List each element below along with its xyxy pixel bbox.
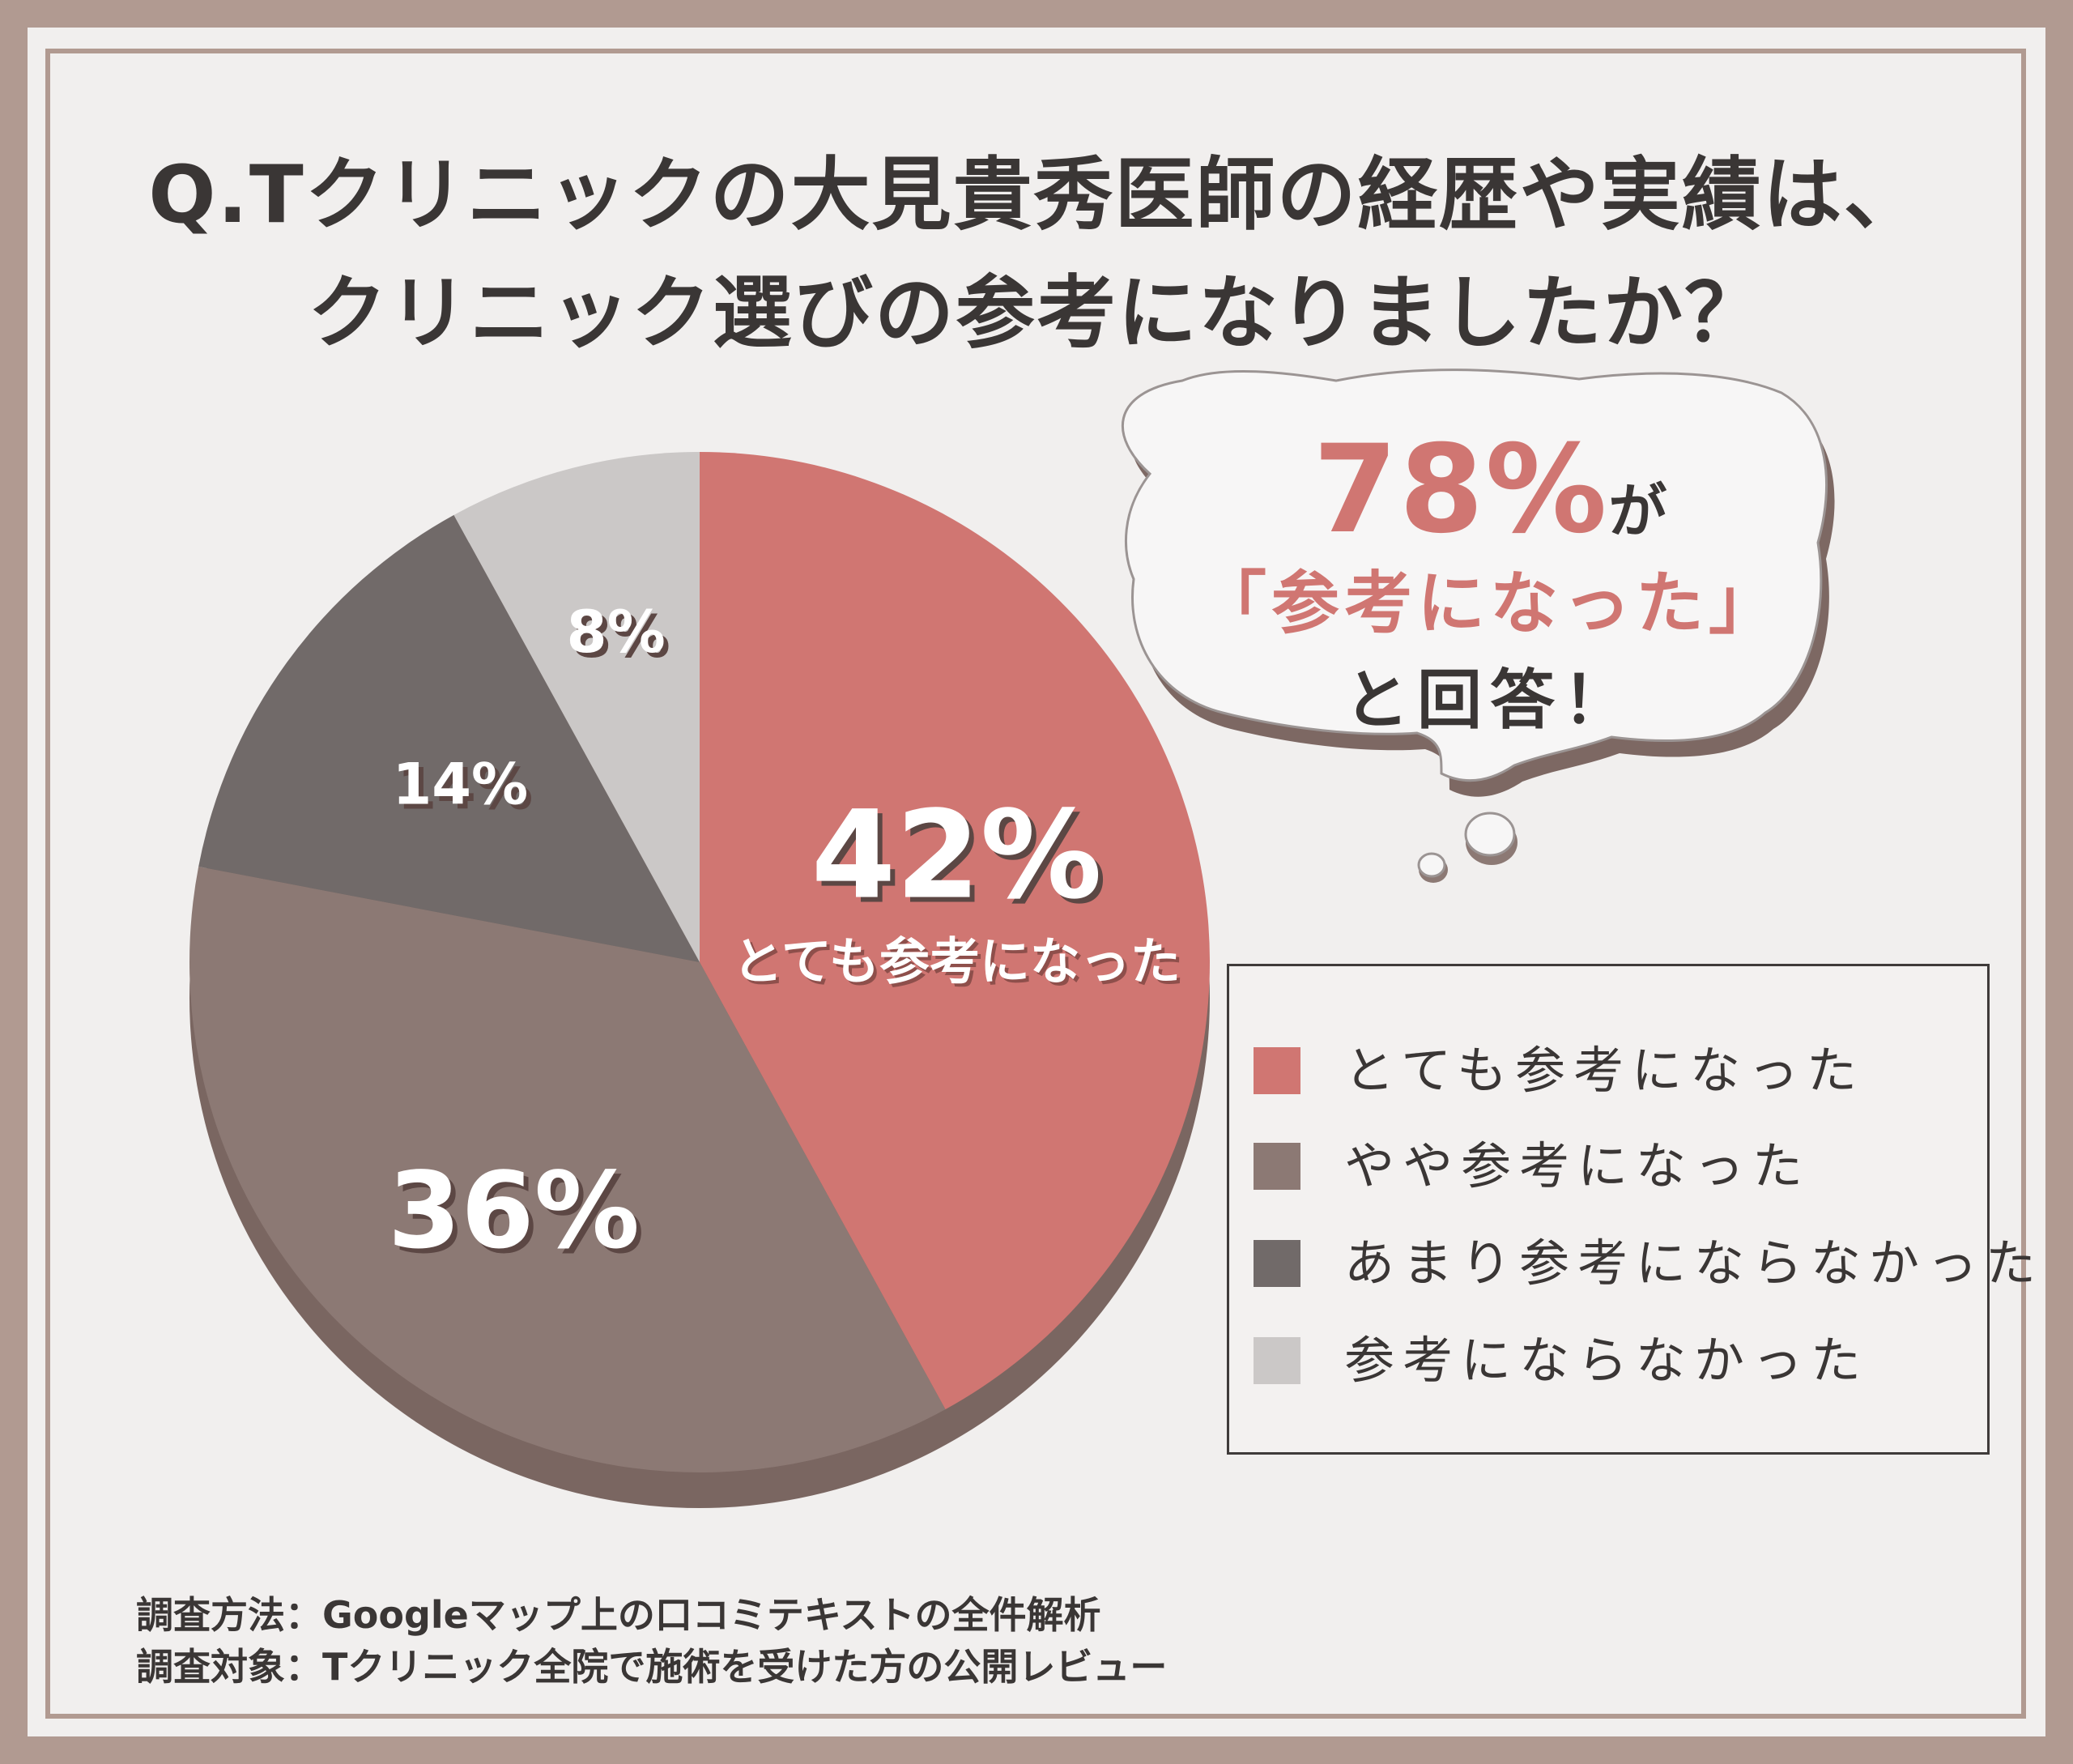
legend-label: やや参考になった — [1344, 1136, 1811, 1195]
pie-label-shadow: 14% — [398, 756, 534, 822]
legend-swatch — [1254, 1143, 1300, 1190]
pie-label: とても参考になった — [733, 932, 1181, 991]
inner-frame — [45, 49, 2026, 1719]
callout-bubble — [1122, 369, 1828, 782]
legend: とても参考になった やや参考になった あまり参考にならなかった 参考にならなかっ… — [1227, 964, 2036, 1455]
pie-label: 8% — [566, 598, 665, 666]
pie-slices — [189, 452, 1210, 1472]
pie-label-shadow: 8% — [571, 603, 670, 671]
survey-target: 調査対象：Tクリニック全院で施術を受けた方の公開レビュー — [136, 1645, 1168, 1689]
title-line-2: クリニック選びの参考になりましたか？ — [307, 267, 1765, 360]
chart-title: Q.Tクリニックの大見貴秀医師の経歴や実績は、 クリニック選びの参考になりました… — [0, 136, 2073, 373]
pie-slice — [198, 514, 700, 962]
legend-swatch — [1254, 1240, 1300, 1287]
pie-label: 36% — [388, 1149, 640, 1272]
callout-answer: と回答！ — [1344, 663, 1636, 738]
callout-particle: が — [1608, 477, 1667, 545]
legend-label: とても参考になった — [1344, 1041, 1866, 1100]
pie-label: 14% — [393, 751, 529, 817]
survey-method: 調査方法：Googleマップ上の口コミテキストの全件解析 — [136, 1593, 1101, 1637]
callout-percent: 78% — [1313, 420, 1609, 560]
pie-label-shadow: 36% — [393, 1154, 645, 1277]
callout-dot-large — [1464, 812, 1516, 857]
legend-swatch — [1254, 1047, 1300, 1094]
pie-slice — [700, 452, 1210, 1410]
callout-dot-small — [1417, 852, 1446, 878]
callout-quote: 「参考になった」 — [1198, 564, 1781, 643]
pie-slice — [453, 452, 700, 962]
legend-label: あまり参考にならなかった — [1344, 1234, 2045, 1293]
legend-swatch — [1254, 1337, 1300, 1384]
callout: 78%が 「参考になった」 と回答！ — [1126, 425, 1854, 749]
pie-label-shadow: とても参考になった — [736, 935, 1184, 995]
pie-slice — [189, 866, 946, 1472]
title-line-1: Q.Tクリニックの大見貴秀医師の経歴や実績は、 — [148, 149, 1925, 241]
pie-label: 42% — [811, 786, 1102, 927]
legend-label: 参考にならなかった — [1344, 1331, 1870, 1390]
survey-notes: 調査方法：Googleマップ上の口コミテキストの全件解析 調査対象：Tクリニック… — [136, 1589, 1167, 1693]
pie-label-shadow: 42% — [816, 790, 1107, 931]
